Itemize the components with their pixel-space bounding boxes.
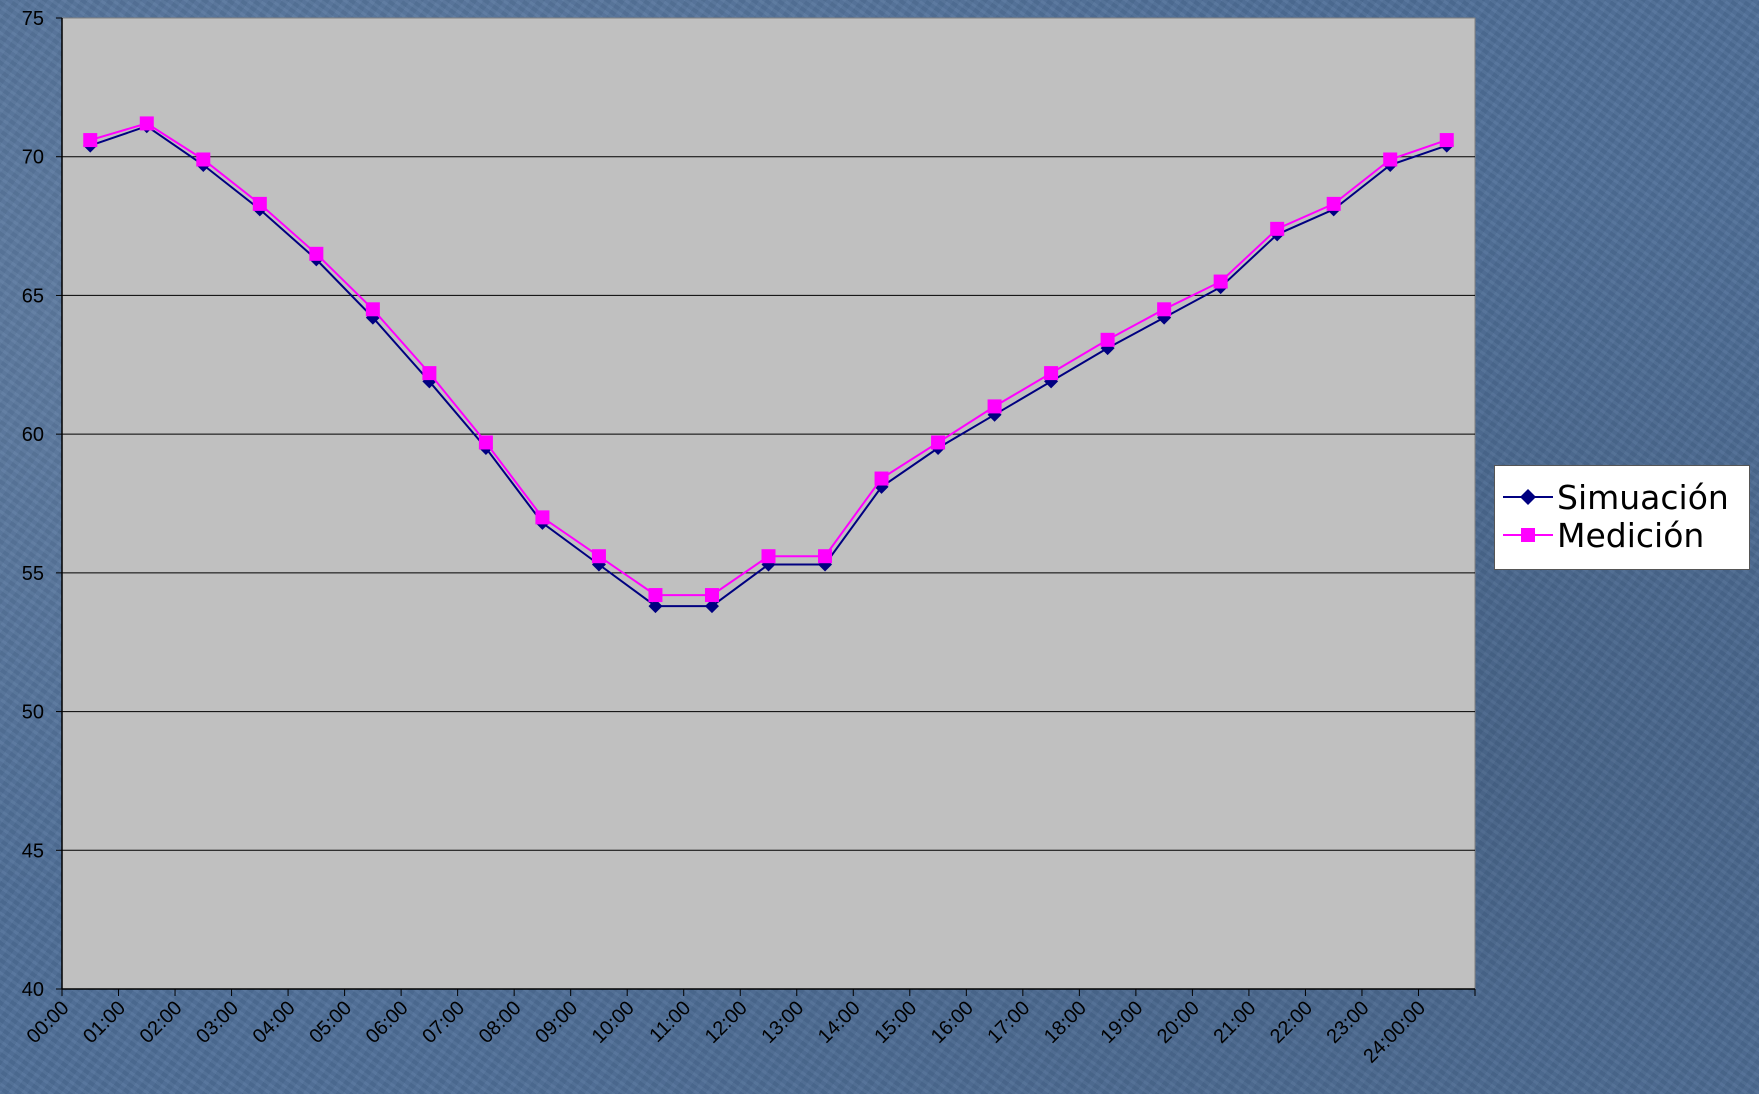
y-tick-label: 70 — [22, 147, 44, 169]
x-tick-label: 14:00 — [814, 997, 865, 1048]
data-point — [1326, 196, 1341, 211]
series-2 — [83, 116, 1454, 603]
y-tick-label: 60 — [22, 424, 44, 446]
x-tick-label: 20:00 — [1153, 997, 1204, 1048]
y-tick-label: 65 — [22, 285, 44, 307]
x-tick-label: 09:00 — [531, 997, 582, 1048]
x-tick-label: 22:00 — [1266, 997, 1317, 1048]
data-point — [1044, 366, 1059, 381]
y-tick-label: 40 — [22, 979, 44, 1001]
data-point — [309, 246, 324, 261]
data-point — [648, 599, 663, 614]
y-tick-label: 50 — [22, 702, 44, 724]
square-marker-icon — [1503, 528, 1553, 542]
x-tick-label: 13:00 — [757, 997, 808, 1048]
x-tick-label: 24:00:00 — [1359, 997, 1430, 1068]
data-point — [591, 549, 606, 564]
data-point — [1100, 332, 1115, 347]
data-point — [139, 116, 154, 131]
data-point — [365, 302, 380, 317]
y-tick-label: 75 — [22, 8, 44, 30]
data-point — [83, 133, 98, 148]
data-point — [422, 366, 437, 381]
data-point — [874, 471, 889, 486]
data-point — [704, 588, 719, 603]
data-point — [818, 549, 833, 564]
data-point — [931, 435, 946, 450]
x-tick-label: 16:00 — [927, 997, 978, 1048]
data-point — [1213, 274, 1228, 289]
legend-label-series-2: Medición — [1557, 515, 1705, 555]
x-tick-label: 05:00 — [305, 997, 356, 1048]
series-group — [83, 116, 1454, 614]
x-tick-label: 10:00 — [588, 997, 639, 1048]
data-point — [252, 196, 267, 211]
data-point — [648, 588, 663, 603]
x-tick-label: 07:00 — [418, 997, 469, 1048]
data-point — [987, 399, 1002, 414]
x-tick-label: 18:00 — [1040, 997, 1091, 1048]
y-tick-label: 55 — [22, 563, 44, 585]
x-tick-label: 21:00 — [1209, 997, 1260, 1048]
x-tick-label: 12:00 — [701, 997, 752, 1048]
legend: Simuación Medición — [1494, 465, 1750, 570]
data-point — [478, 435, 493, 450]
x-tick-label: 11:00 — [645, 997, 695, 1047]
x-tick-label: 02:00 — [136, 997, 187, 1048]
data-point — [1157, 302, 1172, 317]
legend-item-series-1[interactable]: Simuación — [1501, 477, 1729, 517]
y-tick-label: 45 — [22, 840, 44, 862]
legend-item-series-2[interactable]: Medición — [1501, 515, 1705, 555]
gridlines — [62, 156, 1475, 851]
data-point — [196, 152, 211, 167]
data-point — [1270, 221, 1285, 236]
x-tick-label: 23:00 — [1323, 997, 1374, 1048]
x-tick-label: 01:00 — [79, 997, 130, 1048]
y-axis-tick-labels: 40 45 50 55 60 65 70 75 — [22, 8, 44, 1001]
data-point — [1383, 152, 1398, 167]
x-tick-label: 00:00 — [23, 997, 74, 1048]
legend-label-series-1: Simuación — [1557, 477, 1729, 517]
plot-area — [61, 17, 1476, 990]
x-tick-label: 06:00 — [362, 997, 413, 1048]
data-point — [704, 599, 719, 614]
data-point — [1439, 133, 1454, 148]
x-tick-label: 08:00 — [475, 997, 526, 1048]
x-tick-label: 17:00 — [983, 997, 1034, 1048]
x-axis-tick-labels: 00:00 01:00 02:00 03:00 04:00 05:00 06:00 07:00… — [23, 997, 1430, 1068]
data-point — [535, 510, 550, 525]
x-tick-label: 03:00 — [192, 997, 243, 1048]
x-tick-label: 19:00 — [1096, 997, 1147, 1048]
x-tick-label: 15:00 — [870, 997, 921, 1048]
diamond-marker-icon — [1503, 489, 1553, 505]
data-point — [761, 549, 776, 564]
x-tick-label: 04:00 — [249, 997, 300, 1048]
axes — [56, 17, 1476, 996]
